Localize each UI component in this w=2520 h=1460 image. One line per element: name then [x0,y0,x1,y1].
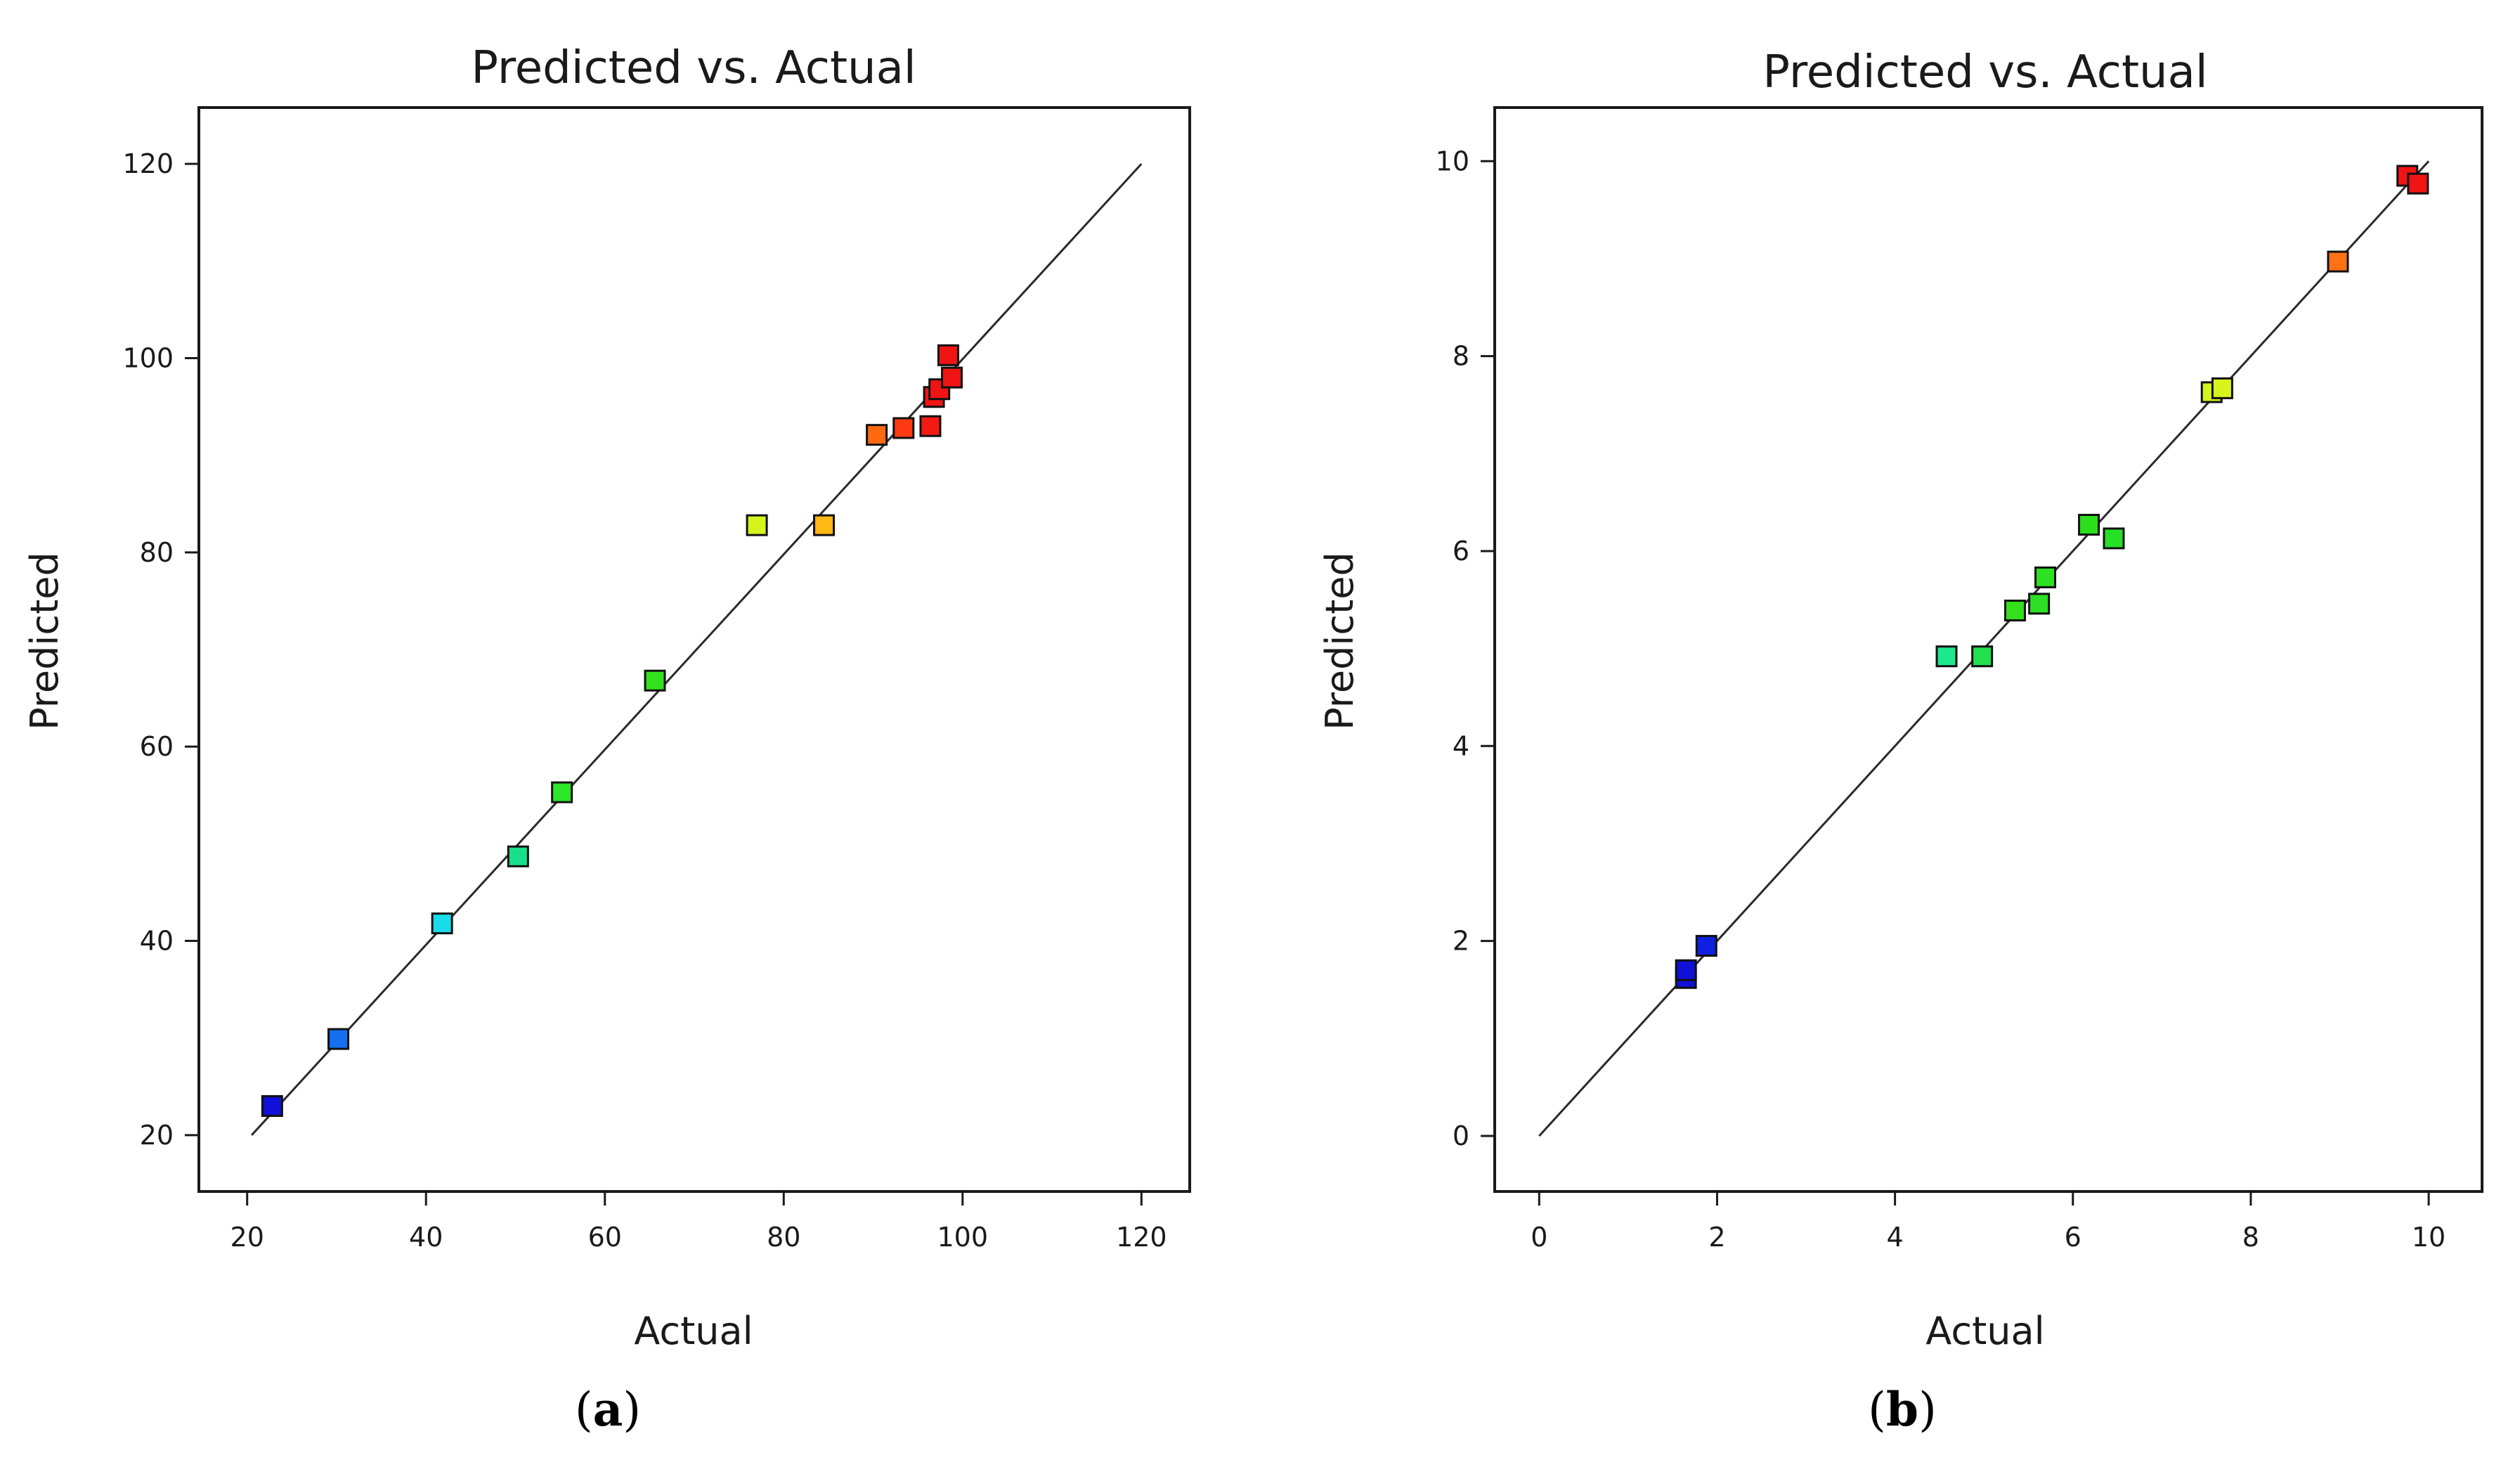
y-axis: 20 40 60 80 100 120 [122,148,199,1151]
x-tick-label: 6 [2065,1222,2081,1253]
data-point [892,417,915,439]
data-point [431,912,453,935]
data-point [2028,593,2051,615]
data-point [2211,377,2233,399]
y-tick-label: 6 [1453,536,1469,567]
data-point [2034,566,2057,588]
plot-frame [1493,106,2483,1193]
chart-title: Predicted vs. Actual [471,42,916,94]
data-point [2003,600,2026,622]
data-point [813,514,836,536]
y-tick-label: 20 [140,1120,174,1151]
data-point [1971,645,1994,668]
data-point [940,366,963,389]
data-point [928,378,951,401]
y-tick-label: 10 [1436,146,1469,176]
plot-frame [197,106,1191,1193]
y-tick-label: 100 [122,342,174,373]
x-axis-label: Actual [1925,1309,2044,1353]
chart-panel-a: Predicted vs. Actual 20 40 60 80 100 120 20 40… [22,42,1191,1437]
data-point [1935,645,1958,668]
data-point [919,415,942,437]
x-tick-label: 60 [588,1222,622,1253]
y-tick-label: 80 [140,537,174,568]
data-point [2103,527,2125,550]
y-tick-label: 60 [140,731,174,762]
chart-title: Predicted vs. Actual [1762,46,2207,98]
data-point [937,344,959,366]
x-tick-label: 80 [767,1222,800,1253]
data-point [866,424,888,446]
x-tick-label: 4 [1887,1222,1904,1253]
y-axis-label: Predicted [22,552,67,730]
y-tick-label: 120 [122,148,174,179]
x-tick-label: 20 [230,1222,264,1253]
data-point [1695,935,1717,957]
data-point [2327,250,2349,273]
scatter-points [261,344,963,1117]
panel-caption-letter: a [593,1382,623,1437]
data-point [261,1094,283,1117]
y-tick-label: 40 [140,926,174,957]
data-point [2078,514,2100,536]
data-point [644,669,666,692]
reference-line [250,163,1143,1136]
y-tick-label: 8 [1453,341,1469,372]
x-tick-label: 0 [1531,1222,1547,1253]
x-tick-label: 2 [1708,1222,1725,1253]
x-tick-label: 10 [2412,1222,2446,1253]
x-tick-label: 120 [1116,1222,1167,1253]
panel-caption: (b) [1868,1382,1937,1437]
data-point [2407,172,2429,195]
x-tick-label: 100 [937,1222,989,1253]
data-point [327,1028,350,1050]
y-axis-label: Predicted [1318,552,1362,730]
panel-caption: (a) [575,1382,641,1437]
chart-panel-b: Predicted vs. Actual 0 2 4 6 8 10 0 2 4 6 8 10 Act… [1318,46,2483,1437]
x-tick-label: 40 [409,1222,443,1253]
data-point [551,781,573,803]
x-axis: 20 40 60 80 100 120 [230,1191,1167,1253]
x-axis-label: Actual [634,1309,753,1353]
panel-caption-letter: b [1886,1382,1918,1437]
x-tick-label: 8 [2242,1222,2259,1253]
y-tick-label: 0 [1453,1120,1469,1151]
scatter-points [1675,164,2429,989]
x-axis: 0 2 4 6 8 10 [1531,1191,2446,1253]
data-point [507,845,529,867]
y-axis: 0 2 4 6 8 10 [1436,146,1495,1151]
data-point [1675,959,1697,981]
data-point [746,514,768,536]
y-tick-label: 2 [1453,926,1469,957]
y-tick-label: 4 [1453,730,1469,761]
